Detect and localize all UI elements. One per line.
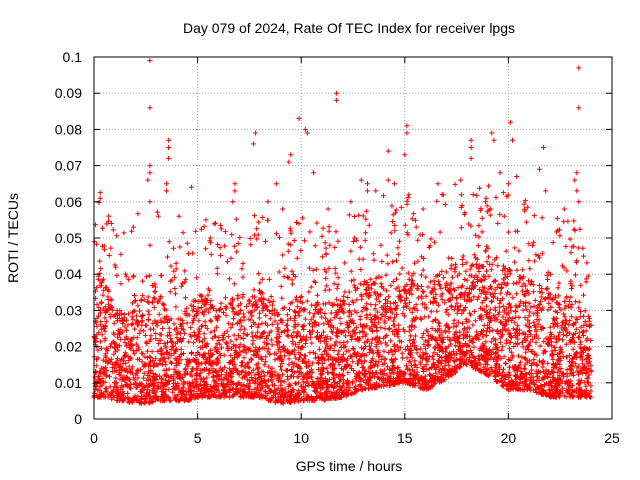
- y-axis-label: ROTI / TECUs: [5, 193, 21, 283]
- x-tick-label: 25: [604, 430, 620, 446]
- y-tick-label: 0: [74, 411, 82, 427]
- axis-ticks: [93, 56, 613, 420]
- x-tick-label: 10: [293, 430, 309, 446]
- x-tick-label: 15: [397, 430, 413, 446]
- y-tick-label: 0.08: [55, 121, 82, 137]
- chart-title: Day 079 of 2024, Rate Of TEC Index for r…: [183, 20, 515, 36]
- x-axis-label: GPS time / hours: [296, 458, 403, 474]
- x-tick-label: 0: [90, 430, 98, 446]
- y-tick-label: 0.04: [55, 266, 82, 282]
- data-points: [91, 58, 594, 406]
- axis-tick-labels: 0 5 10 15 20 25 0 0.01 0.02 0.03 0.04 0.05 0.06 0.07 0…: [55, 49, 620, 446]
- y-tick-label: 0.05: [55, 230, 82, 246]
- y-tick-label: 0.01: [55, 375, 82, 391]
- y-tick-label: 0.02: [55, 339, 82, 355]
- y-tick-label: 0.1: [63, 49, 83, 65]
- roti-data-markers: [91, 58, 594, 406]
- y-tick-label: 0.09: [55, 85, 82, 101]
- y-tick-label: 0.03: [55, 302, 82, 318]
- x-tick-label: 5: [194, 430, 202, 446]
- y-tick-label: 0.07: [55, 158, 82, 174]
- y-tick-label: 0.06: [55, 194, 82, 210]
- x-tick-label: 20: [501, 430, 517, 446]
